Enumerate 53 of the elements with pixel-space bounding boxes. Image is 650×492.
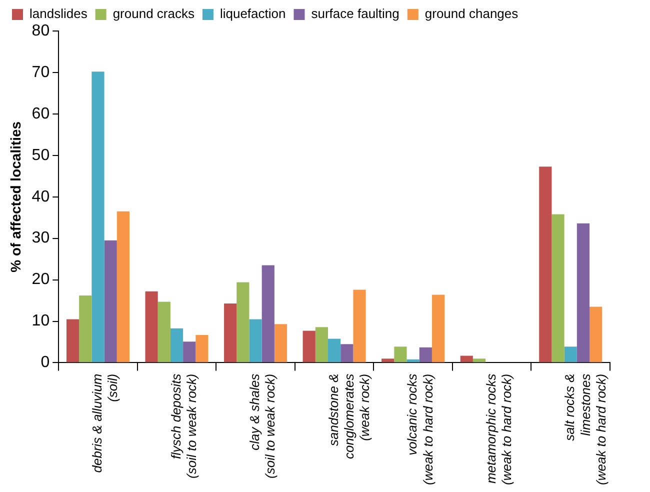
bar <box>236 282 250 362</box>
x-tick-label: volcanic rocks (weak to hard rock) <box>404 373 436 486</box>
bar <box>419 347 432 362</box>
x-tick-label: debris & alluvium (soil) <box>90 374 120 473</box>
y-tick-label: 20 <box>32 271 50 288</box>
bar <box>460 356 473 362</box>
y-tick-label: 80 <box>32 22 50 40</box>
bar <box>432 294 445 362</box>
bar <box>262 265 274 362</box>
x-tick-label: sandstone & conglomerates (weak rock) <box>326 373 372 460</box>
bar <box>340 344 354 362</box>
bar <box>183 342 196 362</box>
bar <box>382 358 394 362</box>
bar <box>353 290 366 362</box>
bar <box>590 306 602 362</box>
bar <box>145 291 158 362</box>
x-tick-label: metamorphic rocks (weak to hard rock) <box>483 373 514 486</box>
x-tick-label: flysch deposits (soil to weak rock) <box>168 373 199 478</box>
y-tick-label: 0 <box>40 354 50 372</box>
bar <box>104 240 117 362</box>
bar <box>328 338 341 362</box>
x-tick-label: salt rocks & limestones (weak to hard rock) <box>562 373 608 486</box>
bar <box>79 296 92 362</box>
legend-label: liquefaction <box>220 6 286 22</box>
bar <box>158 302 170 362</box>
y-tick-label: 10 <box>32 312 50 330</box>
bar <box>274 324 288 362</box>
y-axis-title: % of affected localities <box>7 121 24 272</box>
bar <box>224 303 237 362</box>
bar <box>249 319 262 362</box>
bar <box>170 328 184 362</box>
bar <box>196 334 208 362</box>
bar <box>576 223 590 362</box>
bar <box>472 358 486 362</box>
bar <box>539 166 552 362</box>
legend-label: surface faulting <box>311 6 400 22</box>
bar <box>552 214 564 362</box>
y-tick-label: 60 <box>32 105 50 122</box>
bar <box>116 211 130 362</box>
bar <box>92 72 104 362</box>
bar <box>66 319 80 362</box>
y-tick-label: 40 <box>32 188 50 206</box>
legend-label: ground changes <box>424 6 519 22</box>
bar <box>302 330 316 362</box>
y-tick-label: 30 <box>32 230 50 247</box>
legend-label: landslides <box>30 6 88 22</box>
y-tick-label: 70 <box>32 64 50 81</box>
bar <box>564 346 577 362</box>
x-tick-label: clay & shales (soil to weak rock) <box>247 373 278 478</box>
legend-label: ground cracks <box>112 6 195 22</box>
bar <box>315 327 328 362</box>
y-tick-label: 50 <box>32 146 50 164</box>
bar <box>394 346 407 362</box>
